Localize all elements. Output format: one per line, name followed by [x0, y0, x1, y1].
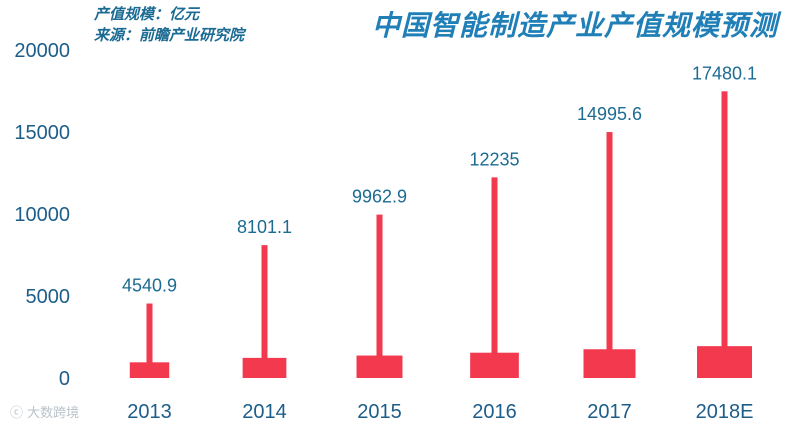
- x-tick-label: 2017: [587, 401, 632, 423]
- x-tick-label: 2018E: [696, 401, 754, 423]
- y-tick-label: 10000: [14, 204, 70, 226]
- bar-stem: [376, 214, 383, 378]
- y-tick-label: 0: [59, 368, 70, 390]
- bar-base: [242, 357, 287, 378]
- x-tick-label: 2014: [242, 401, 287, 423]
- bar-stem: [261, 245, 268, 378]
- data-label: 14995.6: [577, 104, 642, 124]
- watermark: ⓒ 大数跨境: [10, 402, 79, 421]
- y-tick-label: 15000: [14, 122, 70, 144]
- bar-stem: [146, 303, 153, 378]
- data-label: 17480.1: [692, 63, 757, 83]
- x-tick-label: 2013: [127, 401, 172, 423]
- chart-meta: 产值规模：亿元 来源：前瞻产业研究院: [94, 4, 244, 46]
- bar-base: [583, 349, 636, 378]
- chart-title: 中国智能制造产业产值规模预测: [371, 9, 778, 42]
- bar-stem: [721, 91, 728, 379]
- data-label: 4540.9: [122, 276, 177, 296]
- bar-stem: [491, 177, 498, 378]
- unit-label: 产值规模：亿元: [94, 5, 200, 23]
- x-tick-label: 2015: [357, 401, 402, 423]
- source-label: 来源：前瞻产业研究院: [94, 26, 245, 44]
- data-label: 12235: [469, 149, 519, 169]
- watermark-text: 大数跨境: [27, 406, 80, 421]
- watermark-icon: ⓒ: [10, 406, 24, 421]
- data-label: 8101.1: [237, 217, 292, 237]
- y-tick-label: 5000: [26, 286, 71, 308]
- y-tick-label: 20000: [14, 40, 70, 62]
- bar-base: [129, 362, 170, 378]
- bar-base: [697, 346, 752, 378]
- bar-stem: [606, 132, 613, 378]
- x-tick-label: 2016: [472, 401, 517, 423]
- bar-base: [356, 355, 403, 378]
- bar-base: [470, 352, 519, 378]
- data-label: 9962.9: [352, 187, 407, 207]
